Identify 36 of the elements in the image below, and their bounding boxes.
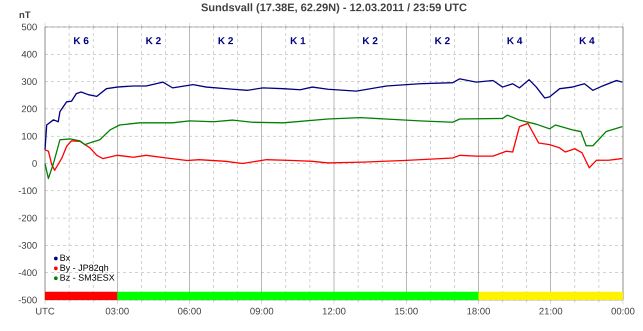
x-tick-label: UTC	[36, 308, 54, 315]
y-tick-label: -500	[18, 296, 37, 304]
annotation: K 2	[146, 37, 161, 44]
y-tick-label: 0	[32, 160, 37, 167]
line-series	[44, 114, 623, 180]
x-tick-label: 12:00	[322, 308, 346, 315]
x-tick-label: 06:00	[178, 308, 202, 315]
y-tick-label: 100	[22, 132, 37, 140]
y-tick-label: -400	[18, 269, 37, 276]
legend-label: Bz - SM3ESX	[60, 274, 115, 281]
y-axis-title: nT	[20, 11, 30, 18]
annotation: K 2	[218, 37, 233, 44]
annotation: K 4	[580, 37, 595, 44]
y-tick-label: -200	[18, 214, 37, 222]
x-tick-label: 03:00	[106, 308, 129, 315]
x-tick-label: 21:00	[539, 308, 562, 315]
y-tick-label: -300	[18, 242, 37, 249]
y-tick-label: 300	[22, 78, 37, 85]
legend-label: By - JP82qh	[60, 264, 108, 273]
annotation: K 2	[363, 37, 378, 44]
y-tick-label: 500	[22, 24, 37, 30]
y-tick-label: -100	[18, 187, 37, 194]
x-tick-label: 18:00	[467, 308, 490, 315]
annotation: K 2	[435, 37, 450, 44]
annotation: K 1	[290, 37, 306, 44]
line-series	[44, 78, 623, 150]
x-tick-label: 09:00	[250, 308, 274, 315]
x-tick-label: 00:00	[611, 308, 634, 315]
line-series	[44, 122, 623, 171]
annotation: K 6	[74, 37, 89, 44]
x-tick-label: 15:00	[395, 308, 418, 315]
legend-label: Bx	[60, 254, 70, 261]
annotation: K 4	[508, 37, 522, 44]
y-tick-label: 400	[22, 50, 37, 58]
y-tick-label: 200	[22, 106, 37, 112]
chart-title: Sundsvall (17.38E, 62.29N) - 12.03.2011 / 23:59 UTC	[201, 3, 467, 14]
